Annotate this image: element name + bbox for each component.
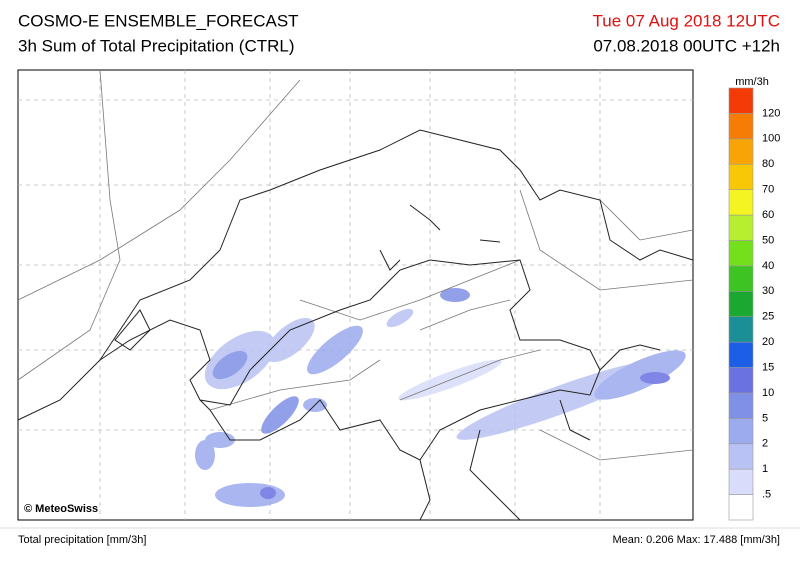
credit: © MeteoSwiss bbox=[24, 503, 98, 515]
legend-label: 2 bbox=[762, 438, 768, 450]
legend-swatch bbox=[728, 418, 754, 445]
legend-label: .5 bbox=[762, 488, 771, 500]
legend-label: 40 bbox=[762, 260, 774, 272]
legend-swatch bbox=[728, 87, 754, 114]
run-time: 07.08.2018 00UTC +12h bbox=[593, 36, 780, 55]
legend-label: 50 bbox=[762, 234, 774, 246]
legend-label: 30 bbox=[762, 285, 774, 297]
legend-label: 1 bbox=[762, 463, 768, 475]
legend-swatch bbox=[728, 214, 754, 241]
legend-label: 5 bbox=[762, 412, 768, 424]
borders bbox=[17, 69, 694, 521]
legend-swatch bbox=[728, 341, 754, 368]
legend-swatch bbox=[728, 392, 754, 419]
footer-right: Mean: 0.206 Max: 17.488 [mm/3h] bbox=[612, 534, 780, 546]
credit-box bbox=[20, 500, 96, 516]
legend-swatch bbox=[728, 138, 754, 165]
legend-label: 15 bbox=[762, 361, 774, 373]
legend-swatch bbox=[728, 443, 754, 470]
valid-time: Tue 07 Aug 2018 12UTC bbox=[593, 11, 780, 30]
legend-swatch bbox=[728, 316, 754, 343]
subtitle: 3h Sum of Total Precipitation (CTRL) bbox=[18, 36, 295, 55]
legend-label: 60 bbox=[762, 209, 774, 221]
legend-label: 100 bbox=[762, 133, 780, 145]
legend-swatch bbox=[728, 113, 754, 140]
legend-swatch bbox=[728, 290, 754, 318]
legend-swatch bbox=[728, 240, 754, 267]
legend-label: 10 bbox=[762, 387, 774, 399]
legend-label: 120 bbox=[762, 107, 780, 119]
map: © MeteoSwiss bbox=[17, 69, 694, 521]
graticule bbox=[18, 70, 693, 520]
legend-swatch bbox=[728, 494, 754, 521]
legend-label: 70 bbox=[762, 184, 774, 196]
legend-label: 80 bbox=[762, 158, 774, 170]
title: COSMO-E ENSEMBLE_FORECAST bbox=[18, 11, 299, 30]
legend-swatch bbox=[728, 265, 754, 292]
map-frame bbox=[17, 69, 694, 521]
legend-swatch bbox=[728, 189, 754, 216]
legend-unit: mm/3h bbox=[735, 76, 769, 88]
legend-swatch bbox=[728, 163, 754, 190]
legend-swatch bbox=[728, 367, 754, 394]
legend-label: 20 bbox=[762, 336, 774, 348]
legend-swatch bbox=[728, 468, 754, 495]
footer-left: Total precipitation [mm/3h] bbox=[18, 534, 146, 546]
legend-label: 25 bbox=[762, 311, 774, 323]
